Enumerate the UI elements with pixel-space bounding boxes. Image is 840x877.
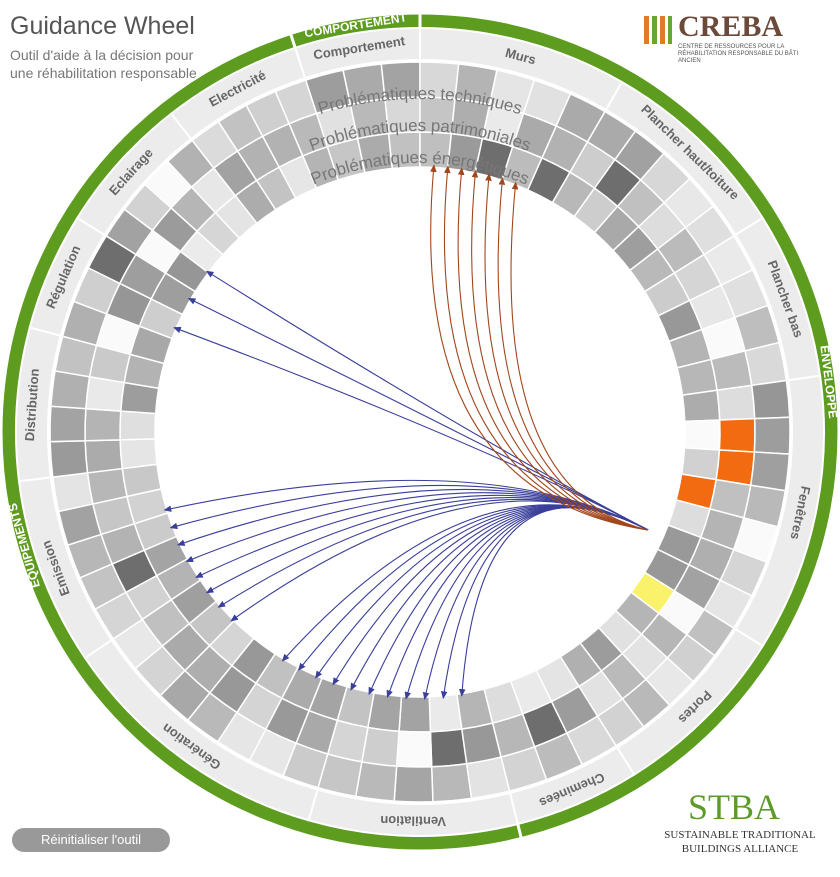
cell	[395, 730, 433, 768]
creba-logo: CREBA CENTRE DE RESSOURCES POUR LA RÉHAB…	[640, 8, 820, 66]
cell	[49, 439, 89, 478]
cell	[430, 762, 473, 803]
cell	[51, 471, 94, 513]
link-arrow	[484, 173, 649, 531]
cell	[393, 765, 434, 803]
cell	[753, 416, 791, 455]
cell	[750, 379, 791, 420]
link-arrow	[471, 169, 649, 531]
link-arrow	[187, 298, 649, 531]
cell	[49, 405, 87, 443]
link-arrow	[458, 506, 649, 697]
link-arrow	[510, 181, 649, 531]
cell	[465, 756, 511, 800]
link-arrow	[173, 326, 649, 531]
link-arrow	[205, 270, 649, 531]
ring-divider	[516, 822, 523, 839]
cell	[683, 419, 721, 451]
label-band	[169, 46, 307, 141]
cell	[274, 79, 318, 125]
cell	[681, 389, 721, 423]
sector-label: Ventilation	[380, 813, 446, 829]
cell	[429, 728, 468, 768]
title: Guidance Wheel	[10, 12, 195, 40]
cell	[50, 370, 91, 410]
cell	[749, 451, 791, 492]
cell	[718, 417, 756, 453]
stba-name: STBA	[688, 787, 781, 827]
creba-caption: CENTRE DE RESSOURCES POUR LA RÉHABILITAT…	[678, 44, 799, 64]
cell	[744, 341, 788, 387]
link-arrow	[430, 164, 649, 531]
link-arrow	[457, 167, 649, 531]
cell	[119, 438, 158, 470]
link-arrow	[230, 500, 649, 622]
ring-divider	[289, 33, 297, 50]
reset-button[interactable]: Réinitialiser l'outil	[12, 828, 170, 852]
cell	[398, 695, 432, 733]
sector-label: Distribution	[22, 368, 42, 442]
cell	[716, 384, 756, 421]
cell	[354, 761, 398, 802]
cell	[428, 693, 463, 733]
link-arrow	[497, 176, 649, 531]
creba-icon	[644, 16, 672, 44]
subtitle: Outil d'aide à la décision pour une réha…	[10, 47, 197, 81]
stba-caption: SUSTAINABLE TRADITIONAL BUILDINGS ALLIAN…	[664, 829, 816, 855]
cell	[84, 407, 122, 442]
creba-name: CREBA	[678, 10, 784, 43]
link-arrow	[443, 165, 649, 531]
cell	[84, 439, 124, 474]
cell	[119, 410, 157, 441]
